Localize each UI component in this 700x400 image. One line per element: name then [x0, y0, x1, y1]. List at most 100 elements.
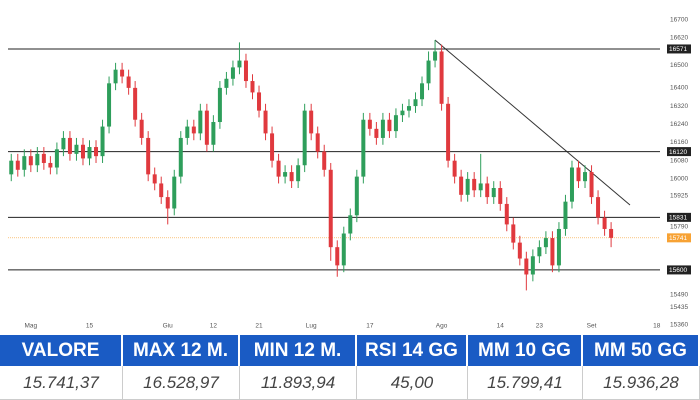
candle-body: [609, 228, 614, 238]
candle-body: [498, 188, 503, 204]
candle-body: [283, 172, 288, 177]
candle-body: [530, 256, 535, 275]
header-cell: MIN 12 M.: [240, 335, 357, 366]
candle-body: [126, 76, 131, 88]
candle-body: [589, 172, 594, 198]
candle-body: [478, 183, 483, 191]
candle-body: [159, 183, 164, 198]
candle-body: [569, 167, 574, 202]
candle-body: [41, 153, 46, 163]
candle-body: [28, 156, 33, 166]
candle-body: [315, 133, 320, 152]
candle-body: [152, 174, 157, 184]
y-tick-label: 16700: [670, 16, 688, 23]
candle-body: [446, 103, 451, 161]
candle-body: [139, 119, 144, 138]
candle-body: [511, 224, 516, 243]
candle-body: [367, 119, 372, 129]
candle-body: [354, 176, 359, 216]
candle-body: [100, 126, 105, 157]
value-cell: 15.799,41: [468, 366, 583, 400]
candle-body: [583, 172, 588, 182]
y-tick-label: 16240: [670, 121, 688, 128]
value-cell: 11.893,94: [240, 366, 357, 400]
candle-body: [602, 217, 607, 229]
candle-body: [504, 203, 509, 225]
y-tick-label: 16080: [670, 157, 688, 164]
y-tick-label: 16320: [670, 103, 688, 110]
candle-body: [48, 162, 53, 168]
candle-body: [374, 128, 379, 138]
candle-body: [380, 119, 385, 138]
candle-body: [270, 133, 275, 161]
candle-body: [120, 69, 125, 77]
candle-body: [107, 83, 112, 127]
candle-body: [433, 51, 438, 61]
x-tick-label: 23: [536, 323, 544, 330]
candle-body: [361, 119, 366, 177]
candle-body: [322, 151, 327, 170]
candle-body: [133, 87, 138, 120]
y-tick-label: 15790: [670, 223, 688, 230]
y-tick-label: 15490: [670, 292, 688, 299]
candle-body: [341, 233, 346, 266]
value-cell: 16.528,97: [123, 366, 240, 400]
candle-body: [393, 115, 398, 132]
candle-body: [517, 242, 522, 259]
level-label-box: [667, 265, 691, 275]
candle-body: [87, 147, 92, 159]
x-tick-label: Set: [587, 323, 597, 330]
candle-body: [413, 99, 418, 107]
x-tick-label: Mag: [24, 323, 37, 330]
candle-body: [54, 149, 59, 168]
value-cell: 45,00: [357, 366, 468, 400]
level-label-box: [667, 44, 691, 54]
header-cell: VALORE: [0, 335, 123, 366]
candle-body: [400, 110, 405, 116]
candle-body: [178, 137, 183, 177]
candle-body: [237, 60, 242, 68]
candle-body: [491, 188, 496, 198]
candle-body: [543, 238, 548, 248]
x-tick-label: 12: [210, 323, 218, 330]
candle-body: [204, 110, 209, 145]
candle-body: [67, 137, 72, 154]
candle-body: [185, 126, 190, 138]
candle-body: [524, 258, 529, 275]
x-tick-label: Giu: [163, 323, 174, 330]
candle-body: [406, 106, 411, 111]
last-price-box: [667, 233, 691, 243]
candle-body: [420, 83, 425, 100]
candle-body: [257, 92, 262, 111]
candle-body: [230, 67, 235, 79]
value-cell: 15.936,28: [583, 366, 700, 400]
candle-body: [22, 156, 27, 170]
candle-body: [576, 167, 581, 182]
candle-body: [335, 247, 340, 266]
chart: 16700 16620 16500 16400 16320 16240 16160 16080…: [8, 16, 691, 330]
candle-body: [596, 197, 601, 218]
candle-body: [243, 60, 248, 82]
stats-table: VALORE MAX 12 M. MIN 12 M. RSI 14 GG MM …: [0, 335, 700, 400]
level-label: 15831: [669, 215, 687, 222]
candle-body: [74, 144, 79, 154]
candle-body: [250, 81, 255, 93]
candle-body: [472, 178, 477, 191]
level-label: 15600: [669, 267, 687, 274]
y-tick-label: 16160: [670, 139, 688, 146]
x-tick-label: 15: [86, 323, 94, 330]
level-label-box: [667, 212, 691, 222]
candle-body: [172, 176, 177, 209]
candle-body: [309, 110, 314, 134]
candle-body: [459, 176, 464, 195]
candle-body: [15, 160, 20, 170]
y-tick-label: 15360: [670, 321, 688, 328]
candle-body: [296, 165, 301, 182]
candle-body: [426, 60, 431, 84]
x-tick-label: 21: [255, 323, 263, 330]
header-cell: MM 50 GG: [583, 335, 700, 366]
candle-body: [302, 110, 307, 166]
candle-body: [113, 69, 118, 84]
candle-body: [263, 110, 268, 134]
